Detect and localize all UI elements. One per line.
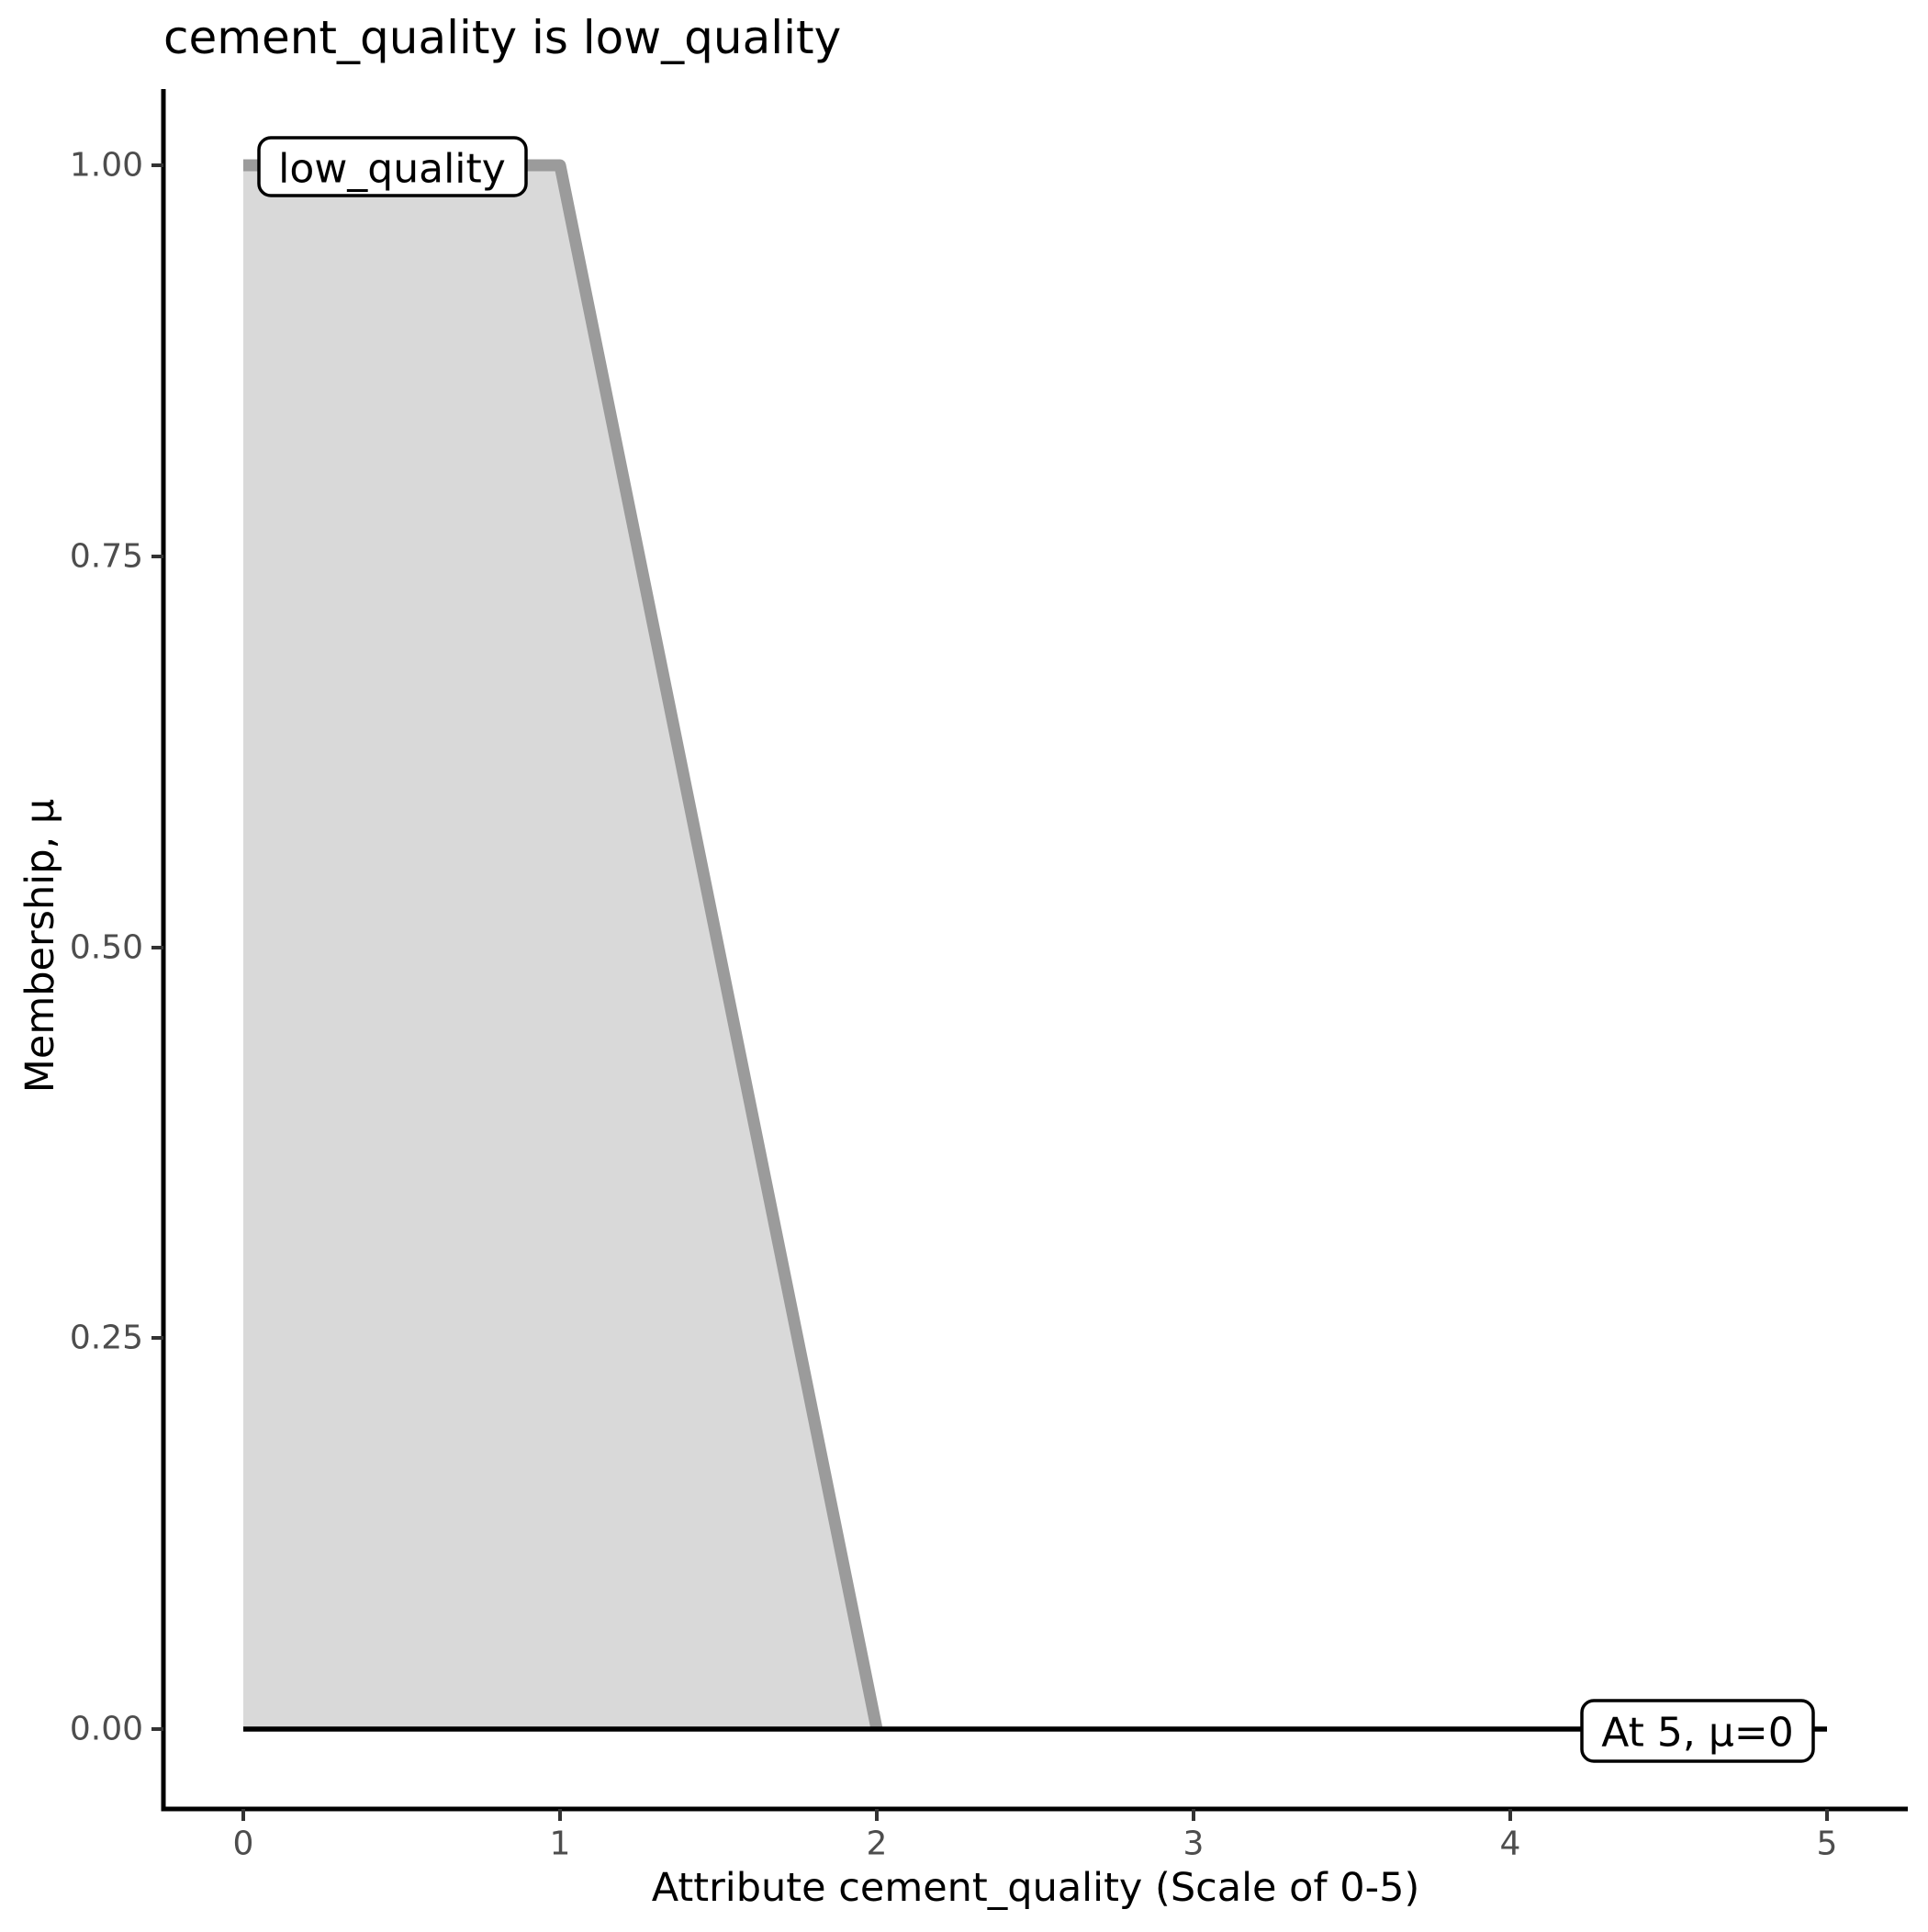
x-tick-label: 2 <box>867 1825 888 1863</box>
x-tick-label: 3 <box>1183 1825 1205 1863</box>
y-tick-label: 0.50 <box>70 929 143 967</box>
membership-label-text: low_quality <box>278 146 506 193</box>
membership-area <box>243 165 877 1729</box>
membership-label: low_quality <box>257 136 528 197</box>
y-tick-label: 0.25 <box>70 1320 143 1357</box>
y-tick-label: 0.75 <box>70 538 143 576</box>
y-tick-marks <box>151 163 163 1731</box>
x-tick-labels: 0 1 2 3 4 5 <box>233 1825 1838 1863</box>
x-tick-marks <box>241 1809 1829 1821</box>
x-tick-label: 4 <box>1500 1825 1521 1863</box>
y-tick-labels: 1.00 0.75 0.50 0.25 0.00 <box>70 147 143 1748</box>
y-tick-label: 0.00 <box>70 1711 143 1748</box>
point-annotation-box <box>1580 1699 1815 1763</box>
x-tick-label: 1 <box>550 1825 571 1863</box>
chart-title: cement_quality is low_quality <box>163 11 841 64</box>
point-annotation: At 5, μ=0 <box>1580 1699 1815 1763</box>
y-tick-label: 1.00 <box>70 147 143 185</box>
membership-label-box <box>257 136 528 197</box>
x-tick-label: 0 <box>233 1825 254 1863</box>
x-tick-label: 5 <box>1817 1825 1838 1863</box>
y-axis-title: Membership, μ <box>17 799 63 1093</box>
point-annotation-text: At 5, μ=0 <box>1601 1710 1793 1757</box>
x-axis-title: Attribute cement_quality (Scale of 0-5) <box>652 1865 1420 1911</box>
